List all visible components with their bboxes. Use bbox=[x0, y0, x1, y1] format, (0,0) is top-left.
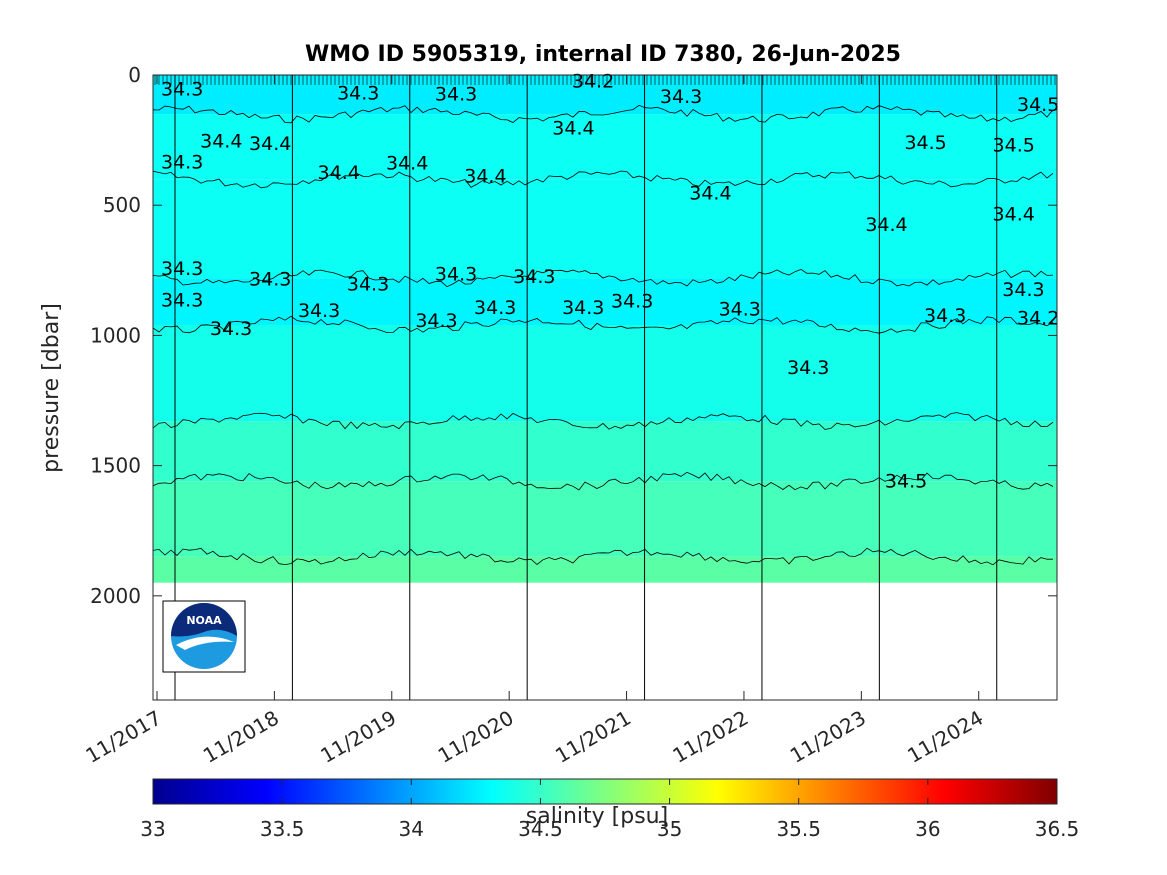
contour-label: 34.4 bbox=[865, 214, 907, 236]
salinity-layer-7 bbox=[153, 557, 1057, 583]
contour-label: 34.4 bbox=[993, 203, 1035, 225]
chart-title: WMO ID 5905319, internal ID 7380, 26-Jun… bbox=[305, 42, 901, 67]
x-tick-label: 11/2020 bbox=[434, 706, 518, 768]
contour-label: 34.3 bbox=[1002, 279, 1044, 301]
contour-label: 34.3 bbox=[719, 298, 761, 320]
colorbar-tick-label: 36 bbox=[915, 817, 940, 841]
contour-label: 34.3 bbox=[787, 357, 829, 379]
colorbar-tick-label: 33.5 bbox=[260, 817, 305, 841]
y-tick-label: 1500 bbox=[90, 454, 141, 478]
x-tick-label: 11/2021 bbox=[551, 706, 635, 768]
contour-label: 34.2 bbox=[572, 71, 614, 93]
contour-label: 34.3 bbox=[474, 297, 516, 319]
contour-label: 34.3 bbox=[347, 274, 389, 296]
contour-label: 34.3 bbox=[435, 263, 477, 285]
contour-label: 34.5 bbox=[885, 470, 927, 492]
colorbar-tick-label: 33 bbox=[140, 817, 165, 841]
salinity-field bbox=[153, 75, 1057, 700]
contour-label: 34.3 bbox=[161, 289, 203, 311]
colorbar-tick-label: 35.5 bbox=[776, 817, 821, 841]
x-tick-label: 11/2024 bbox=[903, 706, 987, 768]
contour-label: 34.4 bbox=[200, 131, 242, 153]
noaa-logo: NOAA bbox=[163, 601, 245, 672]
contour-label: 34.3 bbox=[298, 300, 340, 322]
x-tick-label: 11/2017 bbox=[82, 706, 166, 768]
contour-label: 34.3 bbox=[161, 78, 203, 100]
contour-label: 34.2 bbox=[1017, 308, 1059, 330]
x-tick-label: 11/2019 bbox=[316, 706, 400, 768]
contour-label: 34.3 bbox=[249, 269, 291, 291]
contour-label: 34.3 bbox=[660, 86, 702, 108]
contour-label: 34.4 bbox=[249, 133, 291, 155]
contour-label: 34.4 bbox=[318, 162, 360, 184]
salinity-layer-6 bbox=[153, 481, 1057, 557]
colorbar bbox=[153, 779, 1057, 804]
salinity-layer-2 bbox=[153, 179, 1057, 278]
salinity-section-chart: WMO ID 5905319, internal ID 7380, 26-Jun… bbox=[0, 0, 1167, 875]
x-tick-label: 11/2022 bbox=[668, 706, 752, 768]
contour-label: 34.4 bbox=[552, 117, 594, 139]
contour-label: 34.5 bbox=[1017, 94, 1059, 116]
contour-label: 34.3 bbox=[562, 297, 604, 319]
noaa-logo-text: NOAA bbox=[186, 614, 222, 627]
contour-label: 34.4 bbox=[689, 183, 731, 205]
contour-label: 34.4 bbox=[386, 153, 428, 175]
no-data-region bbox=[153, 583, 1057, 700]
x-tick-label: 11/2023 bbox=[786, 706, 870, 768]
colorbar-tick-label: 34 bbox=[399, 817, 424, 841]
y-tick-label: 500 bbox=[103, 193, 141, 217]
contour-label: 34.3 bbox=[337, 82, 379, 104]
colorbar-tick-label: 36.5 bbox=[1035, 817, 1080, 841]
y-tick-label: 2000 bbox=[90, 584, 141, 608]
x-tick-label: 11/2018 bbox=[199, 706, 283, 768]
y-tick-label: 1000 bbox=[90, 323, 141, 347]
contour-label: 34.3 bbox=[210, 318, 252, 340]
contour-label: 34.5 bbox=[904, 132, 946, 154]
contour-label: 34.3 bbox=[161, 151, 203, 173]
contour-label: 34.3 bbox=[415, 310, 457, 332]
contour-label: 34.3 bbox=[435, 84, 477, 106]
salinity-layer-4 bbox=[153, 325, 1057, 421]
contour-label: 34.5 bbox=[993, 134, 1035, 156]
y-axis-label: pressure [dbar] bbox=[39, 303, 64, 473]
contour-label: 34.4 bbox=[464, 166, 506, 188]
colorbar-label: salinity [psu] bbox=[526, 804, 668, 829]
contour-label: 34.3 bbox=[161, 258, 203, 280]
y-tick-label: 0 bbox=[128, 63, 141, 87]
contour-label: 34.3 bbox=[513, 266, 555, 288]
contour-label: 34.3 bbox=[924, 305, 966, 327]
contour-label: 34.3 bbox=[611, 291, 653, 313]
